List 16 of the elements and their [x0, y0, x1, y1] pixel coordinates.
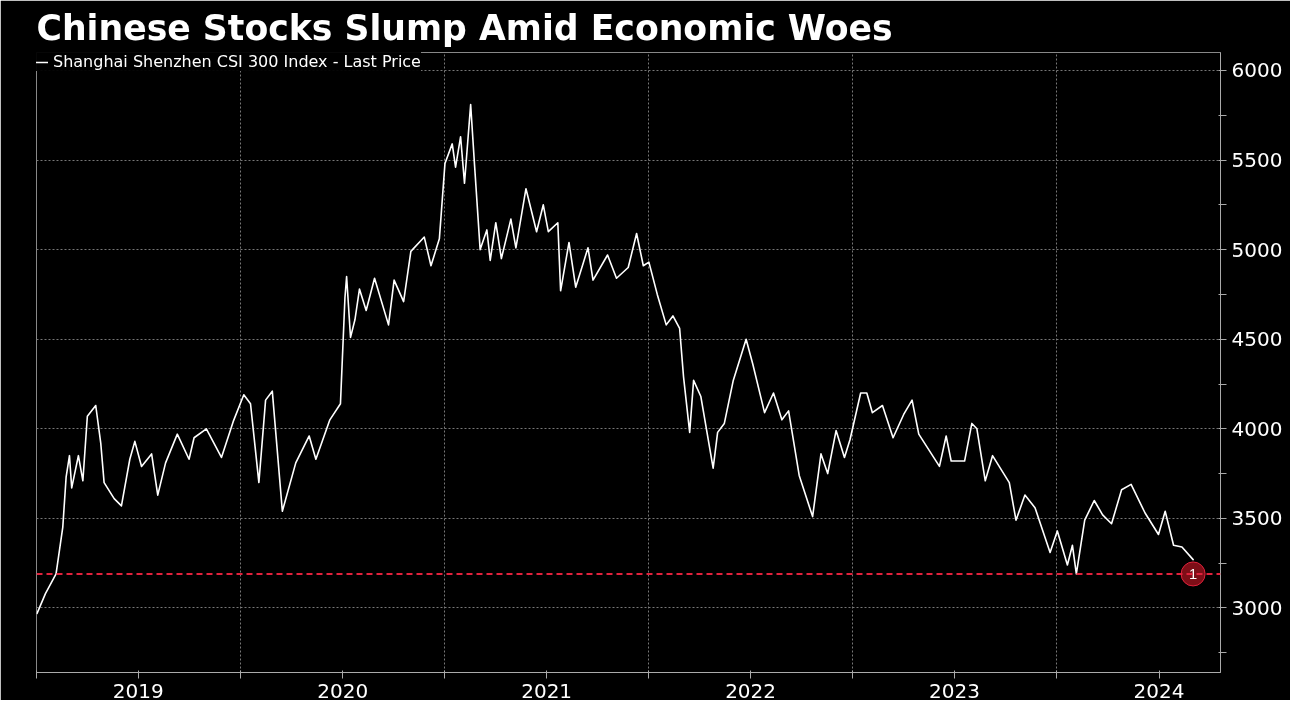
- chart-title: Chinese Stocks Slump Amid Economic Woes: [36, 7, 893, 48]
- y-tick-label: 6000: [1231, 58, 1283, 83]
- annotation: 1: [1189, 565, 1198, 582]
- y-tick-label: 5000: [1231, 237, 1283, 262]
- y-tick-label: 3000: [1231, 595, 1283, 620]
- x-tick-label: 2023: [929, 678, 980, 703]
- y-tick-label: 3500: [1231, 506, 1283, 531]
- x-tick-label: 2020: [317, 678, 369, 703]
- x-tick-label: 2019: [112, 678, 164, 703]
- x-tick-label: 2024: [1133, 678, 1185, 703]
- x-tick-label: 2021: [521, 678, 573, 703]
- y-tick-label: 5500: [1231, 148, 1283, 173]
- y-tick-label: 4000: [1231, 416, 1283, 441]
- y-tick-label: 4500: [1231, 327, 1283, 352]
- x-tick-label: 2022: [725, 678, 777, 703]
- legend-label: Shanghai Shenzhen CSI 300 Index - Last Price: [53, 52, 421, 71]
